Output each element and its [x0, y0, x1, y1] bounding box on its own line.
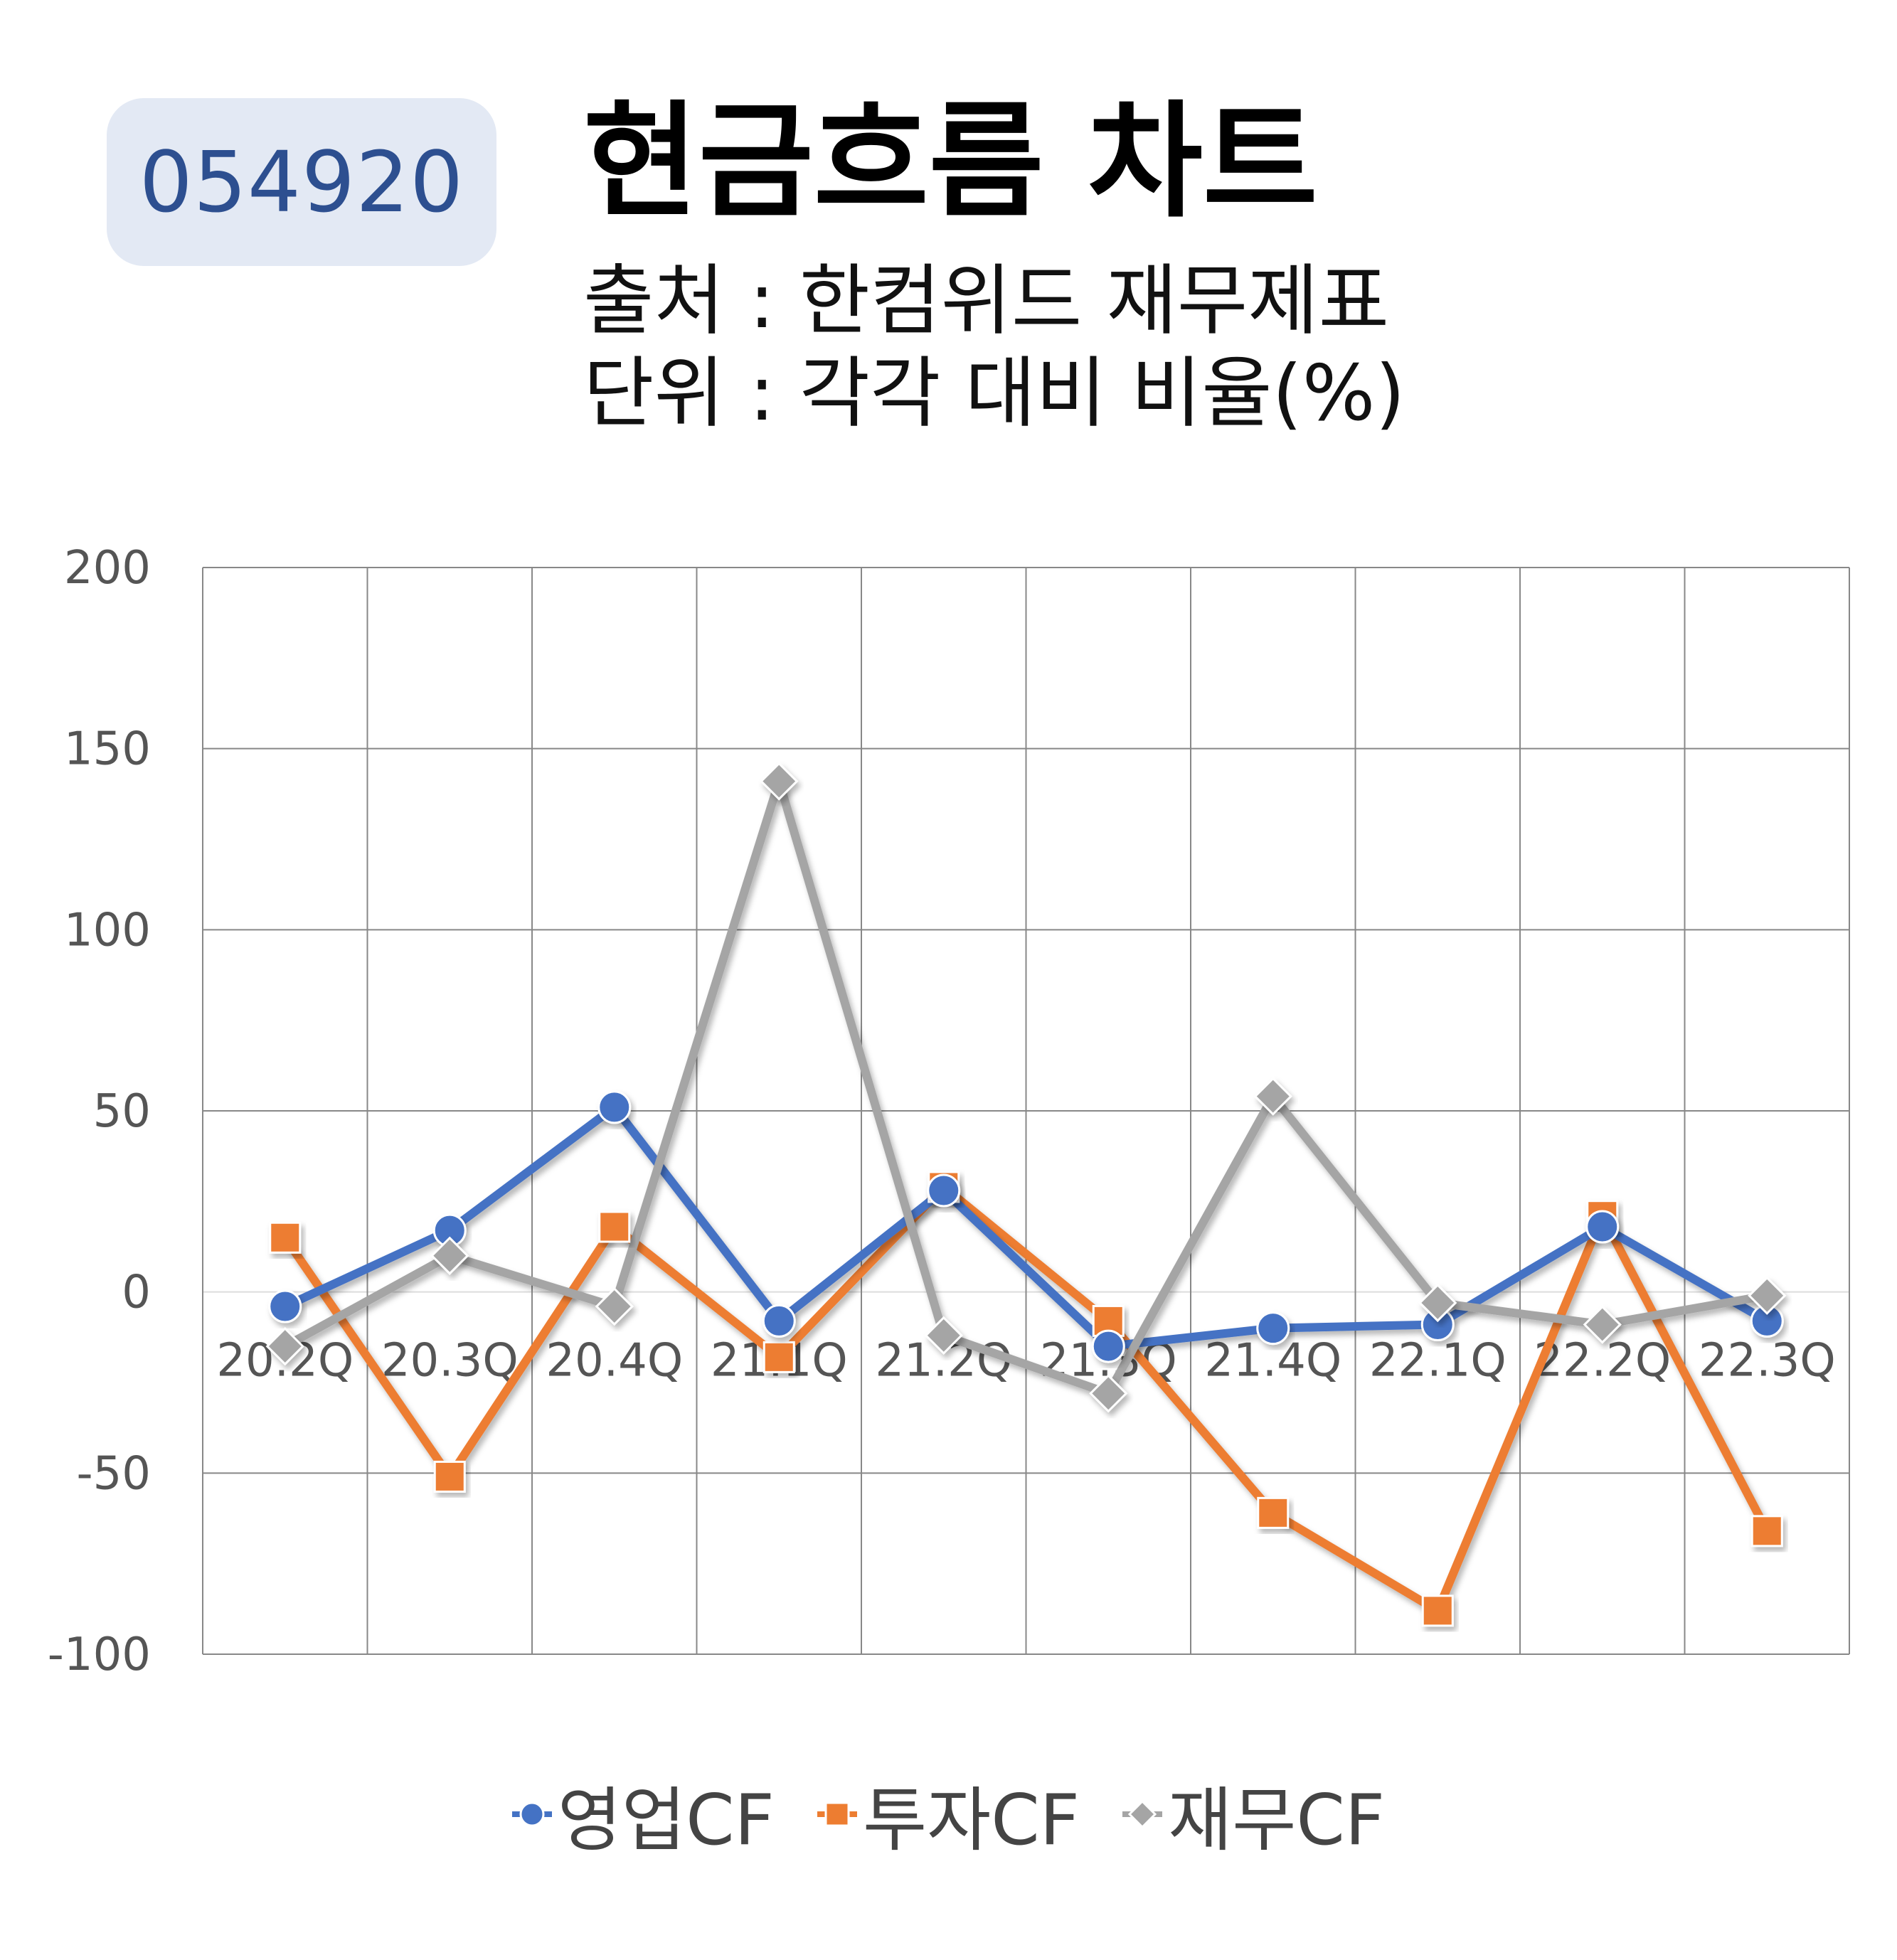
diamond-marker-icon: [1122, 1800, 1163, 1828]
x-tick-label: 22.3Q: [1699, 1335, 1836, 1388]
point-operating: [1091, 1329, 1125, 1363]
point-investing: [269, 1221, 302, 1254]
y-tick-label: 100: [64, 904, 151, 957]
series-line-financing: [282, 777, 1768, 1398]
y-tick-label: -50: [76, 1447, 151, 1500]
y-tick-label: 50: [93, 1085, 151, 1138]
point-financing: [924, 1316, 963, 1355]
point-financing: [760, 762, 799, 801]
y-tick-label: -100: [48, 1629, 151, 1681]
point-investing: [1421, 1594, 1454, 1627]
point-operating: [268, 1289, 302, 1323]
point-investing: [1750, 1515, 1783, 1548]
legend-label-financing: 재무CF: [1168, 1780, 1386, 1861]
point-operating: [1256, 1311, 1290, 1346]
point-financing: [1583, 1305, 1622, 1344]
point-investing: [1257, 1496, 1290, 1529]
point-financing: [265, 1326, 304, 1366]
point-investing: [762, 1341, 795, 1373]
x-tick-label: 20.4Q: [546, 1335, 683, 1388]
legend-label-investing: 투자CF: [862, 1780, 1080, 1861]
x-tick-label: 20.3Q: [381, 1335, 519, 1388]
legend-item-operating: 영업CF: [511, 1764, 775, 1865]
legend-item-investing: 투자CF: [817, 1764, 1080, 1865]
legend-item-financing: 재무CF: [1122, 1764, 1385, 1865]
point-financing: [1089, 1374, 1128, 1413]
point-operating: [927, 1173, 961, 1208]
square-marker-icon: [817, 1801, 857, 1827]
series-line-operating: [283, 1102, 1770, 1351]
legend-label-operating: 영업CF: [557, 1780, 775, 1861]
point-investing: [598, 1210, 631, 1243]
chart-title: 현금흐름 차트: [583, 89, 1318, 235]
point-financing: [430, 1236, 469, 1275]
legend: 영업CF 투자CF 재무CF: [0, 1764, 1897, 1865]
source-label: 출처 : 한컴위드 재무제표: [583, 257, 1389, 346]
stock-code-badge: 054920: [107, 98, 496, 266]
point-financing: [1253, 1077, 1292, 1116]
circle-marker-icon: [511, 1801, 552, 1827]
point-financing: [595, 1287, 634, 1326]
y-tick-label: 200: [64, 542, 151, 595]
point-operating: [597, 1090, 632, 1124]
point-operating: [762, 1304, 796, 1338]
point-investing: [433, 1460, 466, 1493]
point-financing: [1748, 1276, 1787, 1315]
point-financing: [1418, 1283, 1457, 1323]
stock-code: 054920: [139, 133, 464, 231]
y-tick-label: 150: [64, 723, 151, 776]
series-line-investing: [281, 1182, 1771, 1615]
x-tick-label: 22.1Q: [1369, 1335, 1507, 1388]
point-operating: [1585, 1210, 1620, 1244]
y-tick-label: 0: [122, 1267, 151, 1319]
unit-label: 단위 : 각각 대비 비율(%): [583, 349, 1406, 438]
